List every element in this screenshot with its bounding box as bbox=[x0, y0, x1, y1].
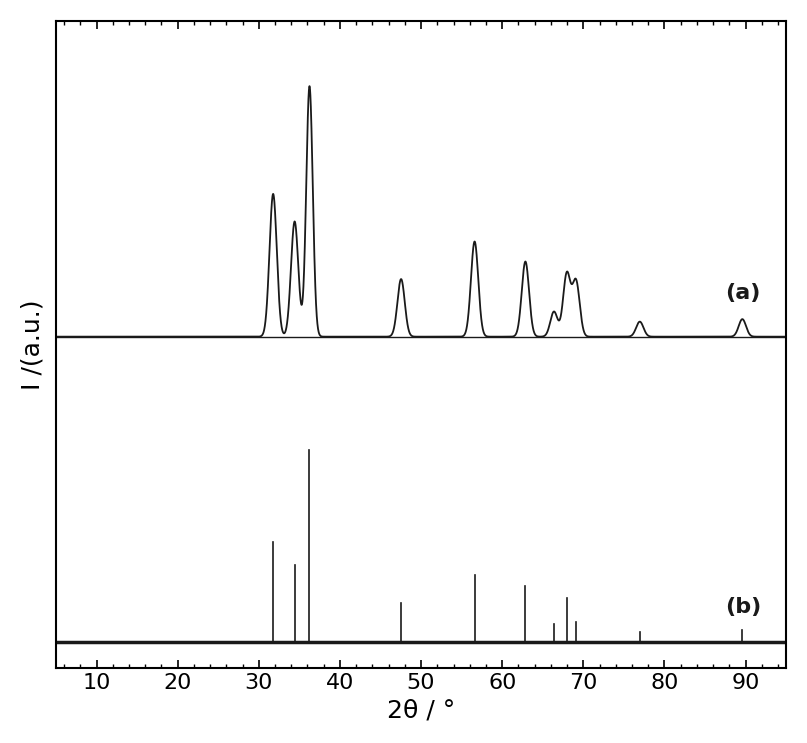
Text: (a): (a) bbox=[725, 283, 761, 303]
Y-axis label: I /(a.u.): I /(a.u.) bbox=[21, 299, 45, 389]
Text: (b): (b) bbox=[725, 597, 762, 617]
X-axis label: 2θ / °: 2θ / ° bbox=[387, 698, 455, 722]
